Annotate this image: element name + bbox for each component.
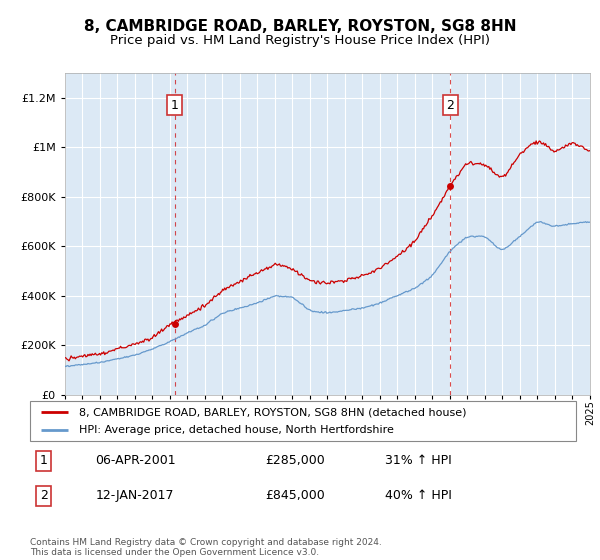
FancyBboxPatch shape: [30, 401, 576, 441]
Text: £845,000: £845,000: [265, 489, 325, 502]
Text: £285,000: £285,000: [265, 454, 325, 468]
Text: 1: 1: [40, 454, 47, 468]
Text: 1: 1: [170, 99, 178, 111]
Text: Contains HM Land Registry data © Crown copyright and database right 2024.
This d: Contains HM Land Registry data © Crown c…: [30, 538, 382, 557]
Text: 06-APR-2001: 06-APR-2001: [95, 454, 176, 468]
Text: 31% ↑ HPI: 31% ↑ HPI: [385, 454, 452, 468]
Text: 8, CAMBRIDGE ROAD, BARLEY, ROYSTON, SG8 8HN (detached house): 8, CAMBRIDGE ROAD, BARLEY, ROYSTON, SG8 …: [79, 407, 467, 417]
Text: 2: 2: [40, 489, 47, 502]
Text: 40% ↑ HPI: 40% ↑ HPI: [385, 489, 452, 502]
Text: 12-JAN-2017: 12-JAN-2017: [95, 489, 174, 502]
Text: HPI: Average price, detached house, North Hertfordshire: HPI: Average price, detached house, Nort…: [79, 425, 394, 435]
Text: 2: 2: [446, 99, 454, 111]
Text: 8, CAMBRIDGE ROAD, BARLEY, ROYSTON, SG8 8HN: 8, CAMBRIDGE ROAD, BARLEY, ROYSTON, SG8 …: [84, 20, 516, 34]
Text: Price paid vs. HM Land Registry's House Price Index (HPI): Price paid vs. HM Land Registry's House …: [110, 34, 490, 47]
